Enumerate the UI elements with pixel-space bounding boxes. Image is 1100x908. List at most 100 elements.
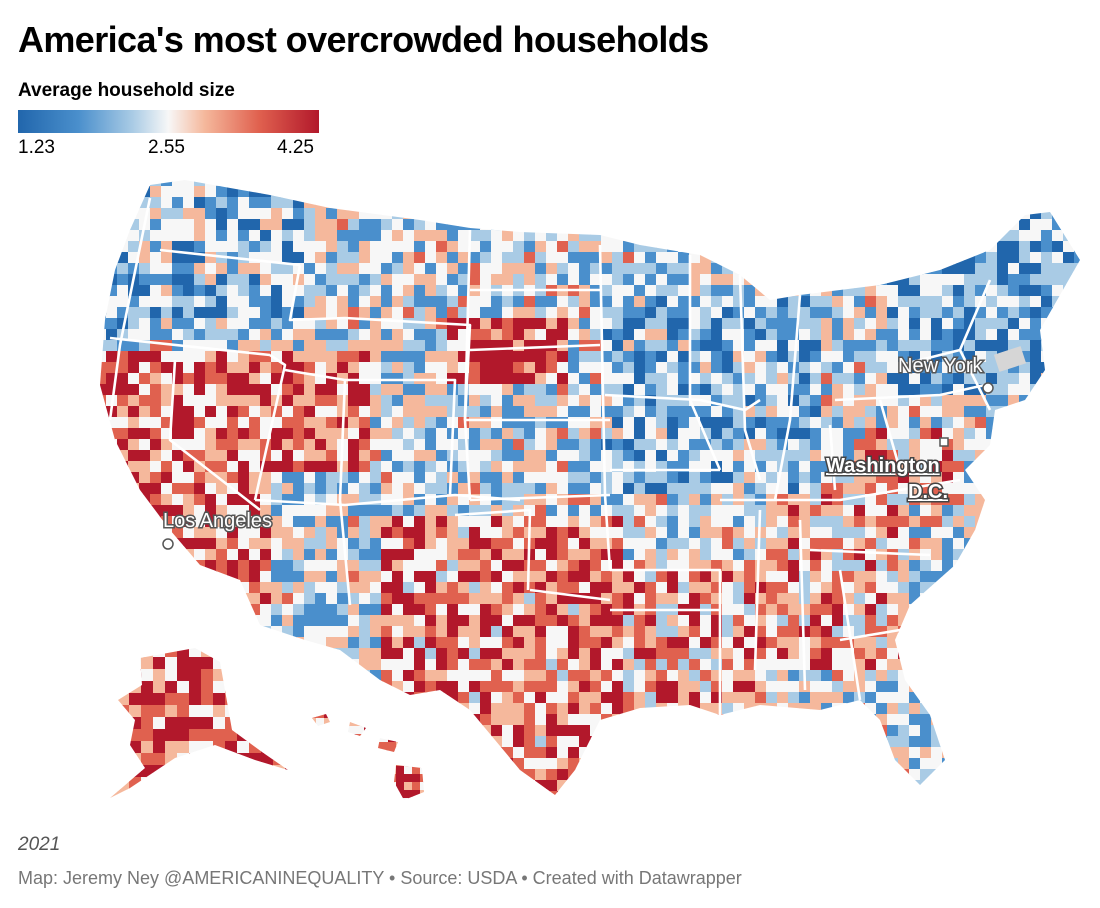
county-cell <box>854 219 866 231</box>
county-cell <box>370 252 382 264</box>
county-cell <box>931 505 943 517</box>
county-cell <box>315 747 327 759</box>
county-cell <box>1052 483 1064 495</box>
county-cell <box>1008 494 1020 506</box>
county-cell <box>612 384 624 396</box>
county-cell <box>601 307 613 319</box>
county-cell <box>722 263 734 275</box>
county-cell <box>1052 351 1064 363</box>
county-cell <box>370 197 382 209</box>
county-cell <box>1008 230 1020 242</box>
county-cell <box>788 626 800 638</box>
county-cell <box>480 197 492 209</box>
county-cell <box>590 505 602 517</box>
county-cell <box>524 318 536 330</box>
county-cell <box>590 692 602 704</box>
county-cell <box>502 252 514 264</box>
county-cell <box>260 307 272 319</box>
county-cell <box>579 472 591 484</box>
county-cell <box>865 505 877 517</box>
county-cell <box>876 186 888 198</box>
county-cell <box>282 340 294 352</box>
county-cell <box>964 296 976 308</box>
county-cell <box>425 274 437 286</box>
county-cell <box>260 516 272 528</box>
county-cell <box>909 450 921 462</box>
county-cell <box>150 483 162 495</box>
county-cell <box>100 406 107 418</box>
county-cell <box>766 197 778 209</box>
county-cell <box>777 439 789 451</box>
county-cell <box>788 593 800 605</box>
county-cell <box>293 615 305 627</box>
county-cell <box>623 252 635 264</box>
county-cell <box>700 208 712 220</box>
county-cell <box>777 538 789 550</box>
county-cell <box>227 769 239 781</box>
county-cell <box>557 439 569 451</box>
county-cell <box>1008 747 1020 759</box>
county-cell <box>766 241 778 253</box>
county-cell <box>447 241 459 253</box>
county-cell <box>249 582 261 594</box>
county-cell <box>568 461 580 473</box>
county-cell <box>601 417 613 429</box>
county-cell <box>909 186 921 198</box>
county-cell <box>623 439 635 451</box>
county-cell <box>315 483 327 495</box>
county-cell <box>238 450 250 462</box>
county-cell <box>579 758 591 770</box>
county-cell <box>755 263 767 275</box>
county-cell <box>634 582 646 594</box>
county-cell <box>183 461 195 473</box>
county-cell <box>480 417 492 429</box>
county-cell <box>403 714 415 726</box>
county-cell <box>216 461 228 473</box>
county-cell <box>931 428 943 440</box>
county-cell <box>964 670 976 682</box>
county-cell <box>975 285 987 297</box>
county-cell <box>106 274 118 286</box>
county-cell <box>634 373 646 385</box>
county-cell <box>117 747 129 759</box>
county-cell <box>623 637 635 649</box>
county-cell <box>535 461 547 473</box>
county-cell <box>975 549 987 561</box>
county-cell <box>986 549 998 561</box>
county-cell <box>150 252 162 264</box>
county-cell <box>766 571 778 583</box>
county-cell <box>656 736 668 748</box>
county-cell <box>579 560 591 572</box>
county-cell <box>645 593 657 605</box>
county-cell <box>733 428 745 440</box>
county-cell <box>1019 351 1031 363</box>
county-cell <box>524 219 536 231</box>
county-cell <box>436 450 448 462</box>
county-cell <box>689 648 701 660</box>
county-cell <box>480 384 492 396</box>
county-cell <box>733 648 745 660</box>
county-cell <box>623 285 635 297</box>
county-cell <box>1074 296 1080 308</box>
county-cell <box>1008 180 1020 187</box>
county-cell <box>458 230 470 242</box>
county-cell <box>1052 714 1064 726</box>
county-cell <box>436 681 448 693</box>
county-cell <box>282 659 294 671</box>
county-cell <box>315 186 327 198</box>
county-cell <box>557 208 569 220</box>
county-cell <box>997 659 1009 671</box>
county-cell <box>722 516 734 528</box>
county-cell <box>656 219 668 231</box>
county-cell <box>414 505 426 517</box>
county-cell <box>282 780 294 792</box>
county-cell <box>557 670 569 682</box>
county-cell <box>623 197 635 209</box>
county-cell <box>1041 340 1053 352</box>
county-cell <box>1052 285 1064 297</box>
county-cell <box>293 417 305 429</box>
county-cell <box>733 450 745 462</box>
county-cell <box>722 637 734 649</box>
county-cell <box>293 736 305 748</box>
county-cell <box>502 180 514 187</box>
